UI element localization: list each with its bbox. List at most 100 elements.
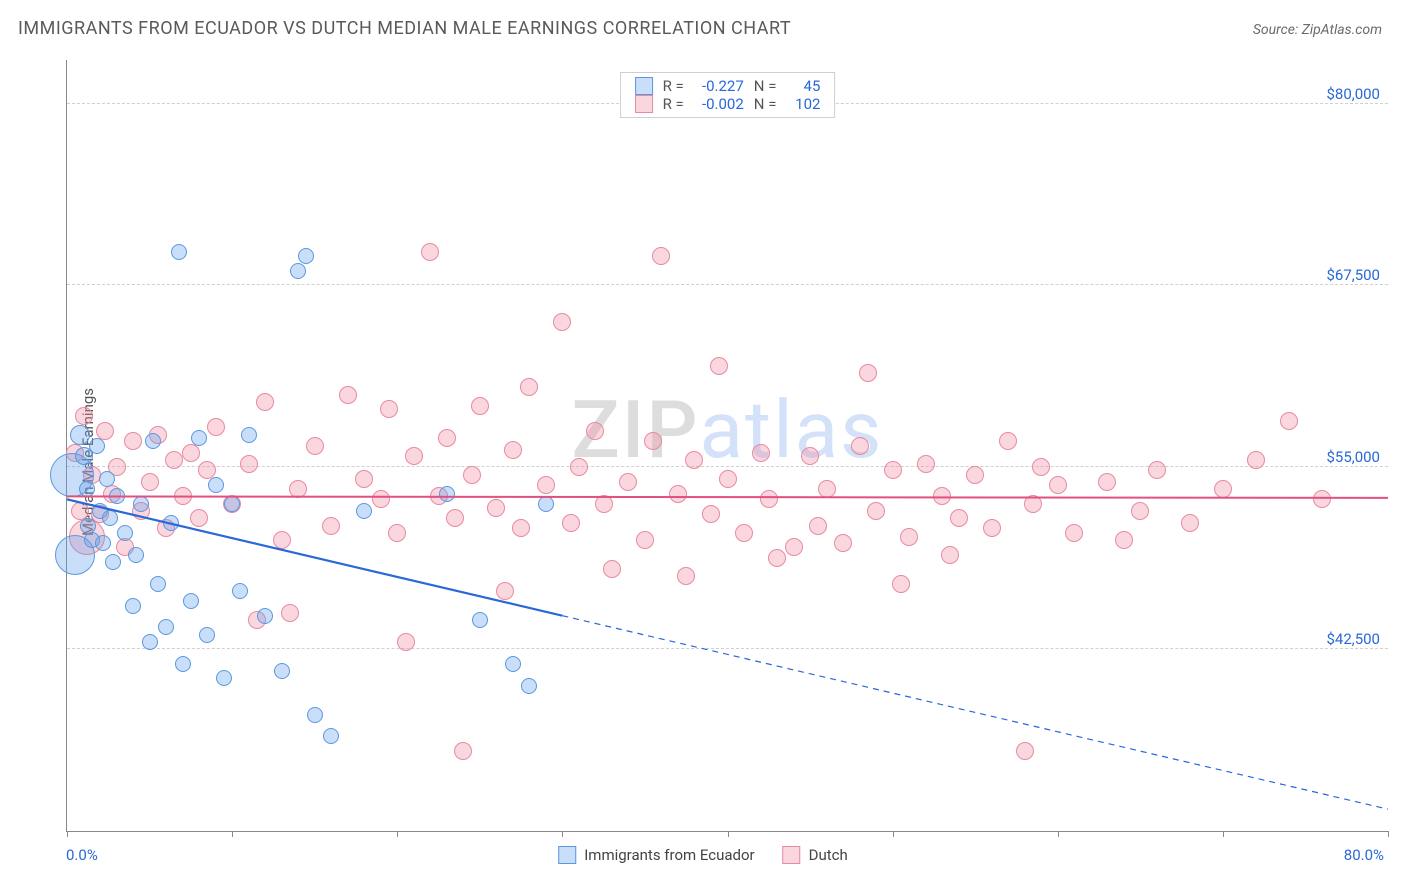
series2-point: [512, 519, 530, 537]
x-max-label: 80.0%: [1344, 846, 1384, 864]
series2-point: [760, 490, 778, 508]
series2-point: [603, 560, 621, 578]
series2-point: [454, 742, 472, 760]
series1-point: [175, 656, 191, 672]
watermark-part2: atlas: [700, 383, 884, 477]
series2-point: [917, 455, 935, 473]
series2-point: [471, 397, 489, 415]
series2-point: [504, 441, 522, 459]
series2-point: [1181, 514, 1199, 532]
series1-point: [105, 554, 121, 570]
series2-point: [256, 393, 274, 411]
series2-point: [933, 487, 951, 505]
series1-point: [538, 496, 554, 512]
series1-point: [241, 427, 257, 443]
chart-container: Median Male Earnings ZIPatlas R = -0.227…: [18, 50, 1388, 874]
legend-row-2: R = -0.002 N = 102: [635, 95, 821, 113]
series2-point: [339, 386, 357, 404]
series2-point: [752, 444, 770, 462]
series1-point: [307, 707, 323, 723]
series2-point: [1214, 480, 1232, 498]
x-tick: [1388, 831, 1389, 837]
series2-label: Dutch: [809, 846, 848, 864]
series2-point: [190, 509, 208, 527]
x-tick: [232, 831, 233, 837]
series2-point: [768, 549, 786, 567]
trend-lines: [67, 60, 1388, 831]
series2-point: [281, 604, 299, 622]
series2-point: [719, 470, 737, 488]
series1-point: [472, 612, 488, 628]
series2-point: [801, 447, 819, 465]
series2-point: [570, 458, 588, 476]
series2-point: [595, 495, 613, 513]
series2-point: [1098, 473, 1116, 491]
n-value-1: 45: [786, 77, 820, 95]
series1-point: [145, 433, 161, 449]
series1-point: [505, 656, 521, 672]
series2-point: [1148, 461, 1166, 479]
y-tick-label: $67,500: [1326, 266, 1380, 284]
series2-point: [1115, 531, 1133, 549]
x-min-label: 0.0%: [66, 846, 98, 864]
series2-point: [372, 490, 390, 508]
series1-point: [133, 496, 149, 512]
series2-point: [1024, 495, 1042, 513]
series2-point: [859, 364, 877, 382]
series2-point: [1313, 490, 1331, 508]
series2-point: [1032, 458, 1050, 476]
series2-point: [884, 461, 902, 479]
series2-point: [388, 524, 406, 542]
r-value-1: -0.227: [694, 77, 744, 95]
series1-point: [298, 248, 314, 264]
y-tick-label: $80,000: [1326, 85, 1380, 103]
series2-point: [851, 437, 869, 455]
series1-point: [171, 244, 187, 260]
series1-point: [125, 598, 141, 614]
series1-point: [439, 486, 455, 502]
series2-point: [75, 407, 93, 425]
series2-point: [702, 505, 720, 523]
chart-title: IMMIGRANTS FROM ECUADOR VS DUTCH MEDIAN …: [18, 18, 791, 39]
x-tick: [1223, 831, 1224, 837]
series2-point: [834, 534, 852, 552]
series2-point: [463, 466, 481, 484]
x-tick: [728, 831, 729, 837]
y-tick-label: $42,500: [1326, 630, 1380, 648]
series1-point: [80, 518, 96, 534]
x-tick: [397, 831, 398, 837]
series1-point: [290, 263, 306, 279]
series2-point: [405, 447, 423, 465]
x-tick: [562, 831, 563, 837]
series2-point: [438, 429, 456, 447]
series1-point: [99, 471, 115, 487]
series2-swatch-icon: [783, 846, 801, 864]
gridline: [67, 284, 1388, 285]
x-tick: [67, 831, 68, 837]
series-legend: Immigrants from Ecuador Dutch: [558, 846, 848, 864]
series1-point: [208, 477, 224, 493]
series1-point: [191, 430, 207, 446]
series1-point: [95, 535, 111, 551]
series2-point: [1247, 451, 1265, 469]
series2-point: [306, 437, 324, 455]
series2-point: [818, 480, 836, 498]
series1-point: [158, 619, 174, 635]
series2-point: [446, 509, 464, 527]
series2-point: [685, 451, 703, 469]
legend-item-1: Immigrants from Ecuador: [558, 846, 754, 864]
series2-point: [950, 509, 968, 527]
series2-point: [636, 531, 654, 549]
series1-point: [274, 663, 290, 679]
series2-point: [809, 517, 827, 535]
series1-point: [216, 670, 232, 686]
series2-swatch-icon: [635, 95, 653, 113]
series2-point: [520, 378, 538, 396]
legend-item-2: Dutch: [783, 846, 848, 864]
series2-point: [537, 476, 555, 494]
series1-point: [356, 503, 372, 519]
series2-point: [165, 451, 183, 469]
series2-point: [966, 466, 984, 484]
series2-point: [553, 313, 571, 331]
series1-swatch-icon: [558, 846, 576, 864]
